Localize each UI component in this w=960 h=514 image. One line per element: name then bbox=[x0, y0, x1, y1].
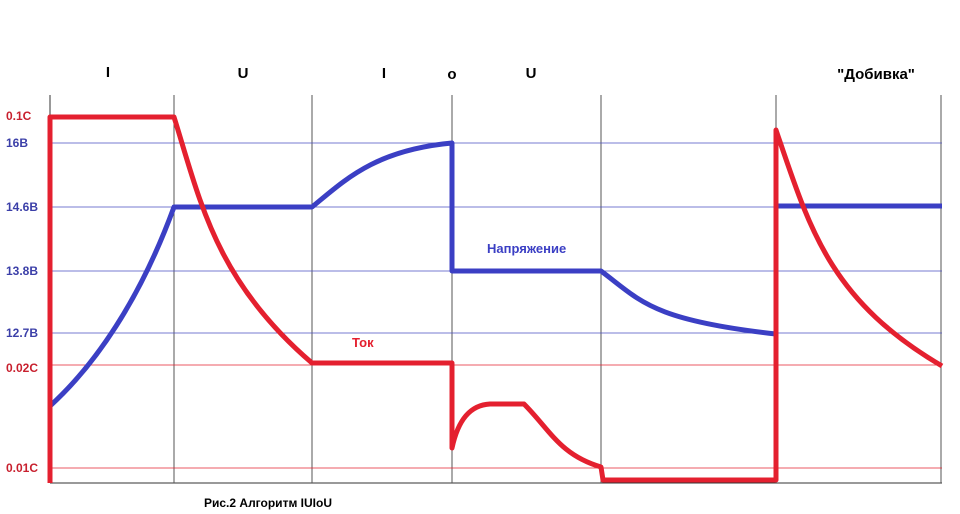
series-line-voltage bbox=[48, 140, 942, 408]
series-line-current bbox=[47, 114, 944, 483]
current-gridlines bbox=[50, 364, 942, 469]
voltage-gridlines bbox=[50, 142, 942, 334]
tick-0-1c: 0.1C bbox=[6, 109, 32, 123]
phase-separators bbox=[173, 95, 942, 483]
tick-13-8v: 13.8В bbox=[6, 264, 38, 278]
phase-label-i1: I bbox=[106, 64, 110, 81]
phase-label-o: o bbox=[447, 66, 456, 83]
phase-label-i2: I bbox=[382, 65, 386, 82]
series-label-voltage: Напряжение bbox=[487, 241, 566, 256]
tick-0-02c: 0.02C bbox=[6, 361, 38, 375]
tick-0-01c: 0.01C bbox=[6, 461, 38, 475]
tick-14-6v: 14.6В bbox=[6, 200, 38, 214]
tick-12-7v: 12.7В bbox=[6, 326, 38, 340]
phase-label-u1: U bbox=[238, 65, 249, 82]
phase-label-u2: U bbox=[526, 65, 537, 82]
tick-16v: 16В bbox=[6, 136, 28, 150]
chart-caption: Рис.2 Алгоритм IUIoU bbox=[204, 496, 332, 510]
phase-label-dobivka: "Добивка" bbox=[837, 66, 915, 83]
series-label-current: Ток bbox=[352, 335, 374, 350]
